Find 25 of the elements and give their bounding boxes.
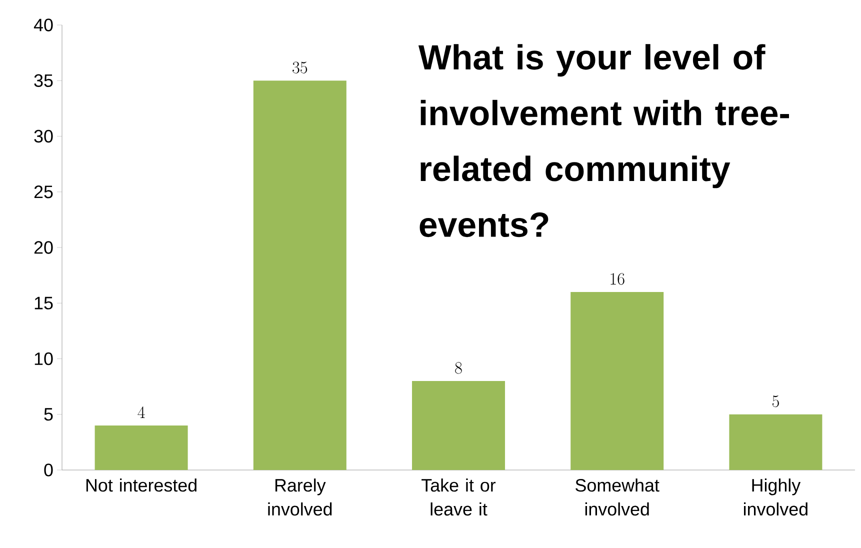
y-tick-label: 25 bbox=[34, 186, 53, 198]
y-tick-label: 10 bbox=[34, 352, 53, 366]
data-label: 5 bbox=[772, 395, 779, 408]
data-label: 8 bbox=[455, 362, 462, 374]
x-tick-label: Somewhat involved bbox=[576, 478, 660, 516]
data-label: 4 bbox=[138, 406, 145, 418]
y-tick-label: 40 bbox=[34, 18, 53, 32]
bar bbox=[729, 414, 822, 470]
y-tick-label: 15 bbox=[34, 296, 53, 310]
bar bbox=[570, 292, 664, 470]
text: What is your level of involvement with tree-related community events? bbox=[418, 44, 790, 238]
bar bbox=[253, 80, 346, 470]
y-tick-label: 0 bbox=[44, 464, 53, 476]
y-tick-label: 35 bbox=[34, 74, 53, 87]
x-tick-label: Not interested bbox=[86, 478, 196, 492]
y-tick-label: 20 bbox=[34, 241, 53, 254]
x-tick-label: Highly involved bbox=[744, 478, 808, 516]
y-tick-label: 30 bbox=[34, 130, 53, 143]
bar bbox=[94, 426, 188, 470]
data-label: 16 bbox=[610, 273, 624, 285]
bar bbox=[412, 381, 506, 470]
y-tick-label: 5 bbox=[44, 408, 53, 421]
x-tick-label: Rarely involved bbox=[268, 478, 332, 516]
x-tick-label: Take it or leave it bbox=[422, 478, 496, 516]
data-label: 35 bbox=[292, 62, 308, 74]
